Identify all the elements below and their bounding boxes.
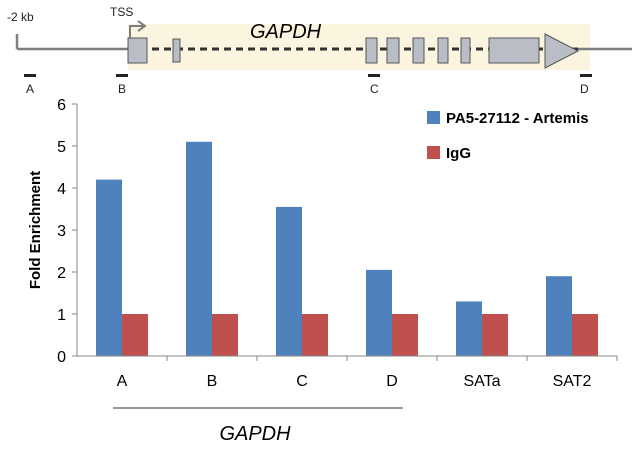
region-label-c: C (370, 82, 379, 96)
gene-map: -2 kb TSS GAPDH A B C D (7, 5, 632, 96)
region-label-d: D (580, 82, 589, 96)
tss-arrow-icon (129, 25, 143, 38)
exon-8 (488, 37, 540, 64)
bar-series-2-sata (482, 314, 508, 356)
bar-series-1-sata (456, 301, 482, 356)
region-marker-b (116, 74, 128, 77)
x-tick-label: B (207, 373, 218, 390)
bar-series-1-a (96, 179, 122, 356)
bar-series-1-sat2 (546, 276, 572, 356)
x-tick-label: SAT2 (553, 373, 592, 390)
exon-3 (365, 37, 378, 64)
region-marker-d (580, 74, 592, 77)
bar-series-2-sat2 (572, 314, 598, 356)
legend-swatch-series-2 (427, 146, 440, 159)
bars (96, 141, 598, 356)
x-tick-label: D (386, 373, 398, 390)
y-tick-label: 4 (57, 181, 66, 198)
exon-2 (172, 38, 181, 63)
bar-series-2-c (302, 314, 328, 356)
region-marker-a (24, 74, 36, 77)
region-label-a: A (26, 82, 34, 96)
bar-series-1-d (366, 269, 392, 356)
exon-5 (412, 37, 425, 64)
y-axis-title: Fold Enrichment (27, 171, 44, 289)
tss-label: TSS (110, 5, 133, 19)
legend-label-series-1: PA5-27112 - Artemis (446, 110, 589, 127)
y-tick-label: 3 (57, 223, 66, 240)
bar-series-2-a (122, 314, 148, 356)
legend: PA5-27112 - Artemis IgG (427, 110, 589, 162)
x-tick-label: A (117, 373, 128, 390)
gene-end-arrow-icon (544, 33, 580, 69)
y-tick-label: 5 (57, 139, 66, 156)
region-marker-c (368, 74, 380, 77)
exon-4 (386, 37, 400, 64)
y-tick-label: 6 (57, 97, 66, 114)
bar-series-1-b (186, 141, 212, 356)
y-tick-label: 1 (57, 307, 66, 324)
region-label-b: B (118, 82, 126, 96)
scale-label: -2 kb (7, 10, 34, 24)
gene-title: GAPDH (250, 21, 322, 43)
exon-7 (460, 37, 471, 64)
y-tick-label: 0 (57, 349, 66, 366)
bar-series-2-b (212, 314, 238, 356)
x-tick-label: C (296, 373, 308, 390)
legend-swatch-series-1 (427, 111, 440, 124)
bar-series-2-d (392, 314, 418, 356)
legend-label-series-2: IgG (446, 145, 471, 162)
x-axis-ticks: A B C D SATa SAT2 (117, 356, 618, 390)
exon-1 (127, 37, 148, 64)
exon-6 (437, 37, 449, 64)
x-tick-label: SATa (463, 373, 500, 390)
group-label: GAPDH (219, 423, 291, 445)
tss-arrowhead-icon (137, 20, 147, 32)
y-axis-ticks: 0 1 2 3 4 5 6 (57, 97, 77, 366)
bar-series-1-c (276, 206, 302, 356)
bar-chart: Fold Enrichment 0 1 2 3 4 5 6 A B C D SATa SAT2 PA5… (27, 97, 618, 445)
y-tick-label: 2 (57, 265, 66, 282)
